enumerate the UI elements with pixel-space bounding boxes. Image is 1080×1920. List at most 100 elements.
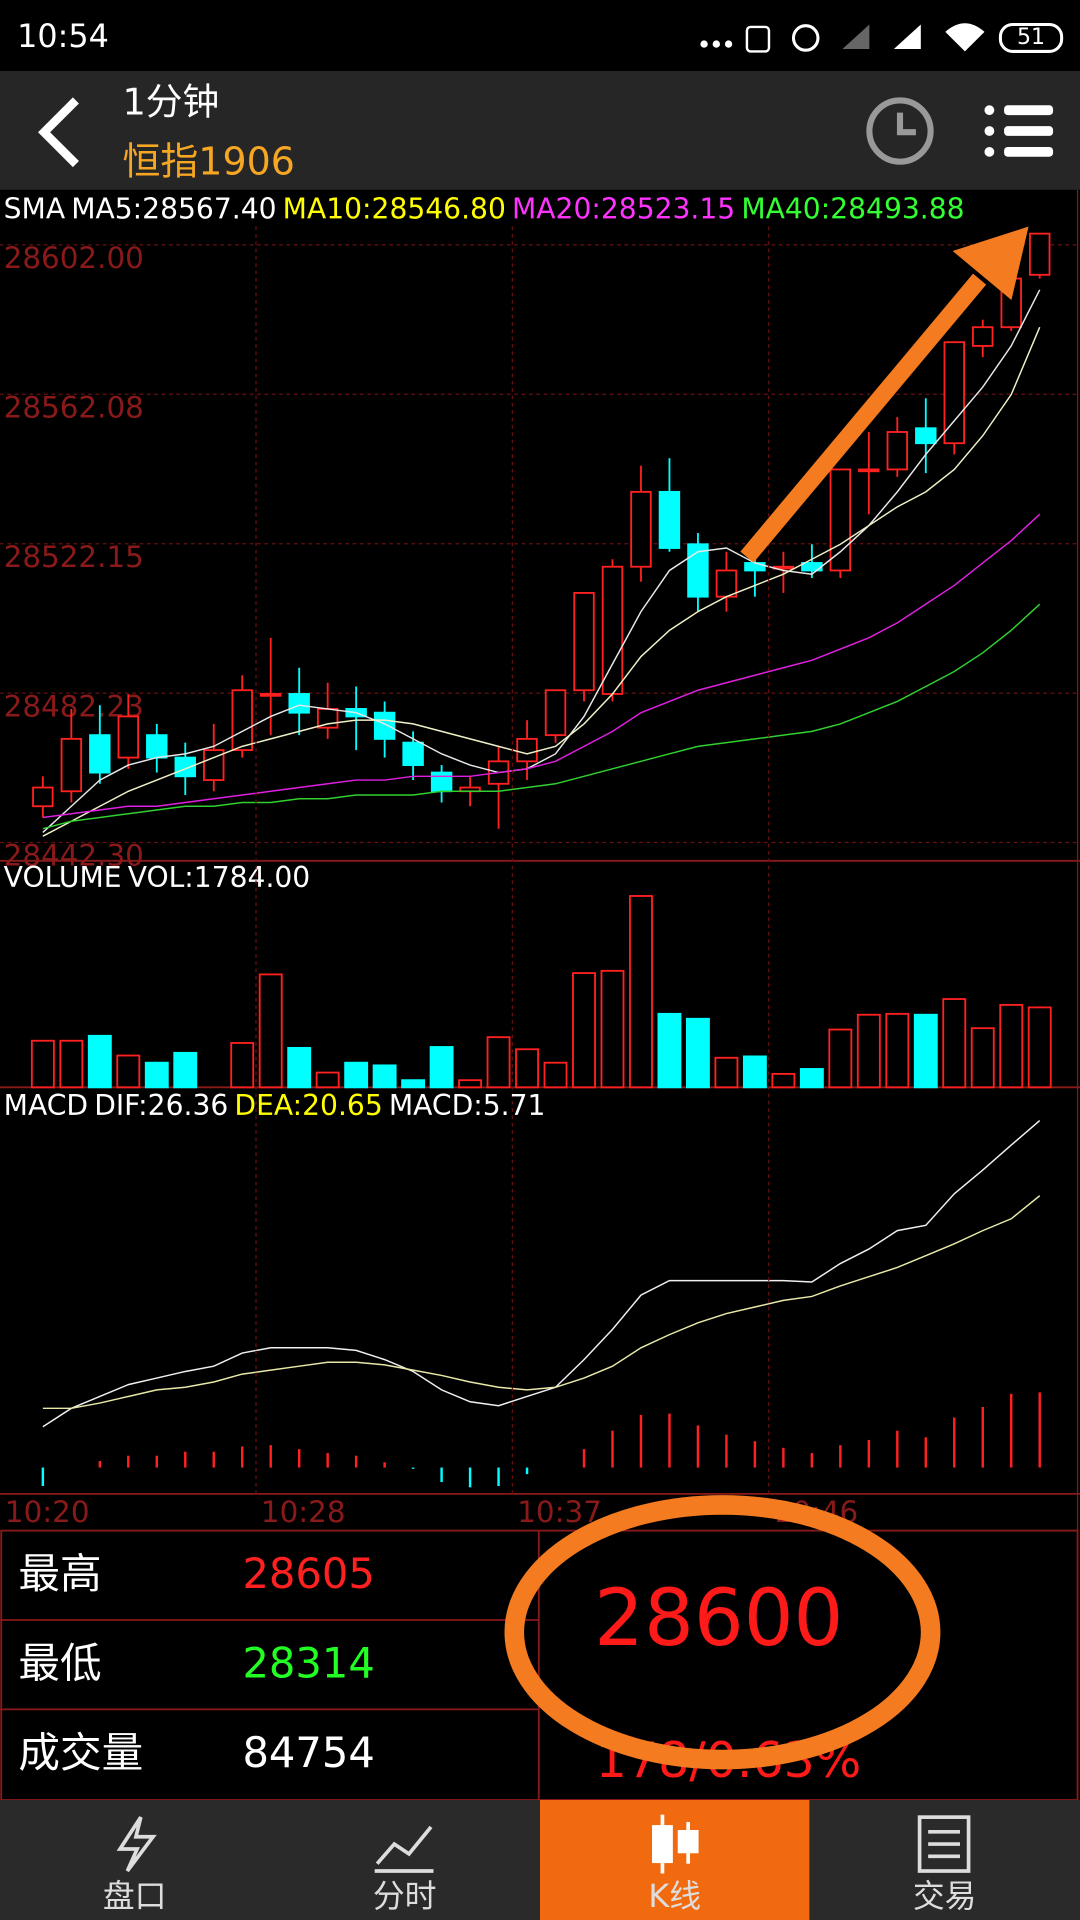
tab-icons — [116, 1814, 971, 1874]
stats: 最高 28605 最低 28314 成交量 84754 — [18, 1549, 375, 1777]
volume-bar — [144, 1061, 169, 1089]
status-icons — [700, 22, 1064, 53]
status-time: 10:54 — [17, 17, 109, 55]
legend: VOLUME VOL:1784.00 — [4, 861, 311, 894]
volume-bar — [856, 1013, 881, 1089]
x-tick-label: 10:37 — [517, 1495, 602, 1529]
candle-body — [203, 749, 225, 781]
candle-body — [858, 468, 880, 473]
volume-bar — [59, 1039, 84, 1089]
legend-item: SMA — [4, 193, 66, 226]
stat-value: 28314 — [242, 1639, 374, 1688]
tab-label[interactable]: 分时 — [373, 1877, 437, 1915]
tab-label[interactable]: 交易 — [913, 1877, 977, 1915]
volume-bar — [344, 1061, 369, 1089]
legend-item: DEA:20.65 — [234, 1089, 382, 1122]
volume-bar — [771, 1072, 796, 1089]
volume-bar — [600, 969, 625, 1089]
candle-body — [146, 734, 168, 759]
last-price: 28600 — [594, 1573, 843, 1664]
symbol[interactable]: 恒指1906 — [122, 140, 294, 184]
volume-bar — [173, 1051, 198, 1089]
volume-bar — [458, 1079, 483, 1089]
volume-bar — [657, 1012, 682, 1089]
clock-button[interactable] — [866, 97, 934, 165]
legend-item: VOLUME — [4, 861, 122, 894]
legend-item: MACD:5.71 — [389, 1089, 546, 1122]
battery-level: 51 — [1017, 25, 1045, 50]
stat-value: 84754 — [242, 1728, 374, 1777]
stat-label: 最低 — [18, 1639, 101, 1688]
tabs: 盘口 分时 K线 交易 — [103, 1877, 977, 1915]
y-tick-label: 28602.00 — [4, 241, 144, 275]
candle-body — [373, 711, 396, 740]
volume-bar — [942, 998, 967, 1089]
legend-item: MACD — [4, 1089, 88, 1122]
volume-bar — [799, 1068, 824, 1089]
candle-body — [972, 326, 994, 347]
line — [42, 1120, 1041, 1428]
line — [42, 326, 1041, 837]
y-tick-label: 28442.30 — [4, 839, 144, 873]
legend-item: MA5:28567.40 — [71, 193, 276, 226]
legend-item: MA10:28546.80 — [283, 193, 506, 226]
menu-button[interactable] — [984, 105, 1054, 157]
stat-label: 成交量 — [18, 1728, 143, 1777]
volume-bar — [913, 1013, 938, 1089]
candle-body — [573, 592, 595, 692]
tab-label[interactable]: 盘口 — [103, 1877, 167, 1915]
y-tick-label: 28522.15 — [4, 540, 144, 574]
volume-bar — [714, 1056, 739, 1089]
candle-body — [715, 569, 738, 598]
volume-bar — [258, 973, 283, 1089]
candle-body — [658, 490, 681, 549]
x-tick-label: 10:28 — [261, 1495, 346, 1529]
stat-value: 28605 — [242, 1549, 374, 1598]
volume-bar — [315, 1071, 340, 1089]
legend: MACD DIF:26.36 DEA:20.65 MACD:5.71 — [4, 1089, 546, 1122]
line — [42, 289, 1041, 833]
highlight-ellipse — [504, 1495, 941, 1770]
volume-bar — [629, 895, 653, 1089]
candle-body — [915, 427, 937, 445]
candle-body — [117, 715, 140, 759]
candle-body — [89, 734, 111, 774]
y-tick-label: 28562.08 — [4, 390, 144, 424]
candle-body — [943, 341, 965, 445]
candle-body — [174, 756, 196, 778]
candle-body — [544, 689, 567, 737]
volume-bar — [999, 1003, 1024, 1089]
volume-bar — [116, 1054, 141, 1089]
volume-bar — [401, 1079, 426, 1089]
volume-bar — [287, 1046, 312, 1089]
volume-bar — [429, 1046, 454, 1089]
legend: SMA MA5:28567.40 MA10:28546.80 MA20:28523.1… — [4, 193, 965, 226]
tab-active-bg — [540, 1800, 810, 1920]
back-button[interactable] — [38, 97, 79, 168]
volume-bar — [30, 1039, 55, 1089]
x-tick-label: 10:20 — [5, 1495, 90, 1529]
candle-body — [829, 468, 852, 572]
stat-label: 最高 — [18, 1549, 101, 1598]
candle-body — [402, 741, 424, 766]
volume-bar — [486, 1036, 511, 1089]
candle-body — [516, 737, 538, 763]
volume-bar — [515, 1048, 539, 1089]
candle-body — [259, 693, 282, 697]
volume-bar — [572, 972, 596, 1089]
volume-bar — [970, 1027, 995, 1089]
tab-label[interactable]: K线 — [648, 1877, 701, 1915]
candle-body — [601, 565, 624, 695]
volume-bar — [742, 1055, 767, 1089]
legend-item: VOL:1784.00 — [128, 861, 311, 894]
candle-body — [316, 708, 339, 729]
legend-item: MA40:28493.88 — [741, 193, 964, 226]
period[interactable]: 1分钟 — [122, 81, 219, 124]
candle-body — [430, 771, 453, 793]
candle-body — [60, 737, 83, 793]
legend-item: MA20:28523.15 — [512, 193, 735, 226]
volume-bar — [87, 1034, 112, 1089]
